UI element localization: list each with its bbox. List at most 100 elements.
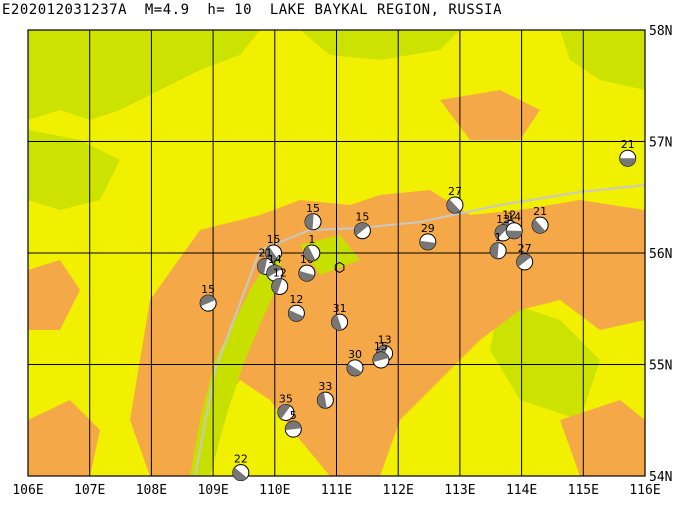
lon-tick-label: 107E: [74, 483, 105, 498]
focal-mechanism: 1: [489, 231, 507, 260]
beachball-quadrant: [331, 314, 343, 331]
event-depth-label: 33: [318, 380, 332, 393]
beachball-quadrant: [506, 230, 523, 239]
beachball-quadrant: [516, 253, 531, 267]
focal-mechanism: 33: [316, 380, 334, 409]
focal-mechanism: 14: [505, 211, 523, 240]
beachball-quadrant: [266, 265, 282, 278]
lat-tick-label: 55N: [649, 359, 672, 374]
lon-tick-label: 106E: [12, 483, 43, 498]
beachball-quadrant: [317, 392, 327, 409]
focal-mechanism: 35: [277, 392, 295, 421]
event-depth-label: 15: [306, 202, 320, 215]
event-layer: 2127151529152114101121512311315303335522…: [199, 138, 637, 482]
beachball-quadrant: [257, 258, 268, 275]
event-depth-label: 13: [378, 333, 392, 346]
beachball-quadrant: [495, 224, 509, 239]
focal-mechanism: 21: [531, 205, 549, 234]
focal-mechanism: 15: [304, 202, 322, 231]
focal-mechanism: 1: [303, 233, 321, 262]
lon-tick-label: 114E: [506, 483, 537, 498]
event-depth-label: 15: [374, 340, 388, 353]
focal-mechanism: 31: [331, 302, 349, 331]
beachball-quadrant: [265, 246, 279, 261]
lat-tick-label: 56N: [649, 247, 672, 262]
event-depth-label: 15: [201, 283, 215, 296]
focal-mechanism: 12: [287, 293, 305, 322]
beachball-quadrant: [354, 222, 369, 236]
focal-mechanism: 21: [619, 138, 637, 167]
highland-area: [28, 400, 100, 476]
lowland-area: [560, 30, 645, 90]
focal-mechanism: 27: [516, 242, 534, 271]
beachball-quadrant: [298, 270, 315, 282]
event-depth-label: 5: [290, 409, 297, 422]
lon-tick-label: 112E: [383, 483, 414, 498]
highland-area: [560, 400, 645, 476]
event-depth-label: 14: [268, 253, 282, 266]
beachball-quadrant: [347, 363, 362, 376]
lat-tick-label: 57N: [649, 136, 672, 151]
event-depth-label: 1: [308, 233, 315, 246]
lon-tick-label: 110E: [259, 483, 290, 498]
event-depth-label: 21: [621, 138, 635, 151]
lowland-area: [300, 30, 460, 60]
beachball-quadrant: [532, 219, 546, 234]
lowland-area: [28, 130, 120, 210]
event-depth-label: 12: [273, 266, 287, 279]
beachball-quadrant: [303, 245, 316, 261]
lon-tick-label: 113E: [444, 483, 475, 498]
highland-area: [440, 90, 540, 140]
lowland-area: [490, 300, 600, 420]
event-depth-label: 31: [333, 302, 347, 315]
beachball-quadrant: [277, 404, 291, 419]
map-frame: [27, 29, 646, 477]
focal-mechanism: 5: [284, 409, 302, 438]
event-depth-label: 21: [533, 205, 547, 218]
event-depth-label: 27: [448, 185, 462, 198]
event-depth-label: 30: [348, 348, 362, 361]
latitude-labels: 54N 55N 56N 57N 58N: [649, 24, 672, 485]
beachball-quadrant: [490, 242, 499, 259]
lon-tick-label: 115E: [568, 483, 599, 498]
focal-mechanism: 27: [446, 185, 464, 214]
event-depth-label: 1: [495, 231, 502, 244]
event-depth-label: 14: [507, 211, 521, 224]
beachball-quadrant: [419, 240, 436, 250]
lon-tick-label: 116E: [629, 483, 660, 498]
epicenter-marker: [334, 261, 345, 274]
hexagon-icon: [334, 261, 345, 274]
beachball-quadrant: [446, 199, 461, 214]
event-depth-label: 15: [267, 233, 281, 246]
longitude-labels: 106E 107E 108E 109E 110E 111E 112E 113E 114E 115E…: [12, 483, 660, 498]
focal-mechanism: 29: [419, 222, 437, 251]
lon-tick-label: 108E: [136, 483, 167, 498]
focal-mechanism: 22: [232, 453, 250, 482]
beachball-quadrant: [305, 213, 314, 230]
event-depth-label: 12: [289, 293, 303, 306]
event-depth-label: 27: [518, 242, 532, 255]
lat-tick-label: 58N: [649, 24, 672, 39]
event-depth-label: 15: [355, 211, 369, 224]
event-depth-label: 35: [279, 392, 293, 405]
focal-mechanism: 15: [372, 340, 390, 369]
focal-mechanism: 15: [199, 283, 217, 312]
focal-mechanism: 12: [271, 266, 289, 295]
lat-tick-label: 54N: [649, 470, 672, 485]
focal-mechanism: 30: [346, 348, 364, 377]
event-depth-label: 21: [259, 246, 273, 259]
beachball-quadrant: [285, 421, 302, 431]
beachball-quadrant: [271, 278, 283, 294]
lowland-area: [300, 235, 360, 275]
beachball-quadrant: [288, 309, 304, 322]
beachball-quadrant: [200, 295, 216, 307]
focal-mechanism: 15: [265, 233, 283, 262]
event-depth-label: 13: [496, 213, 510, 226]
beachball-quadrant: [619, 158, 636, 167]
event-depth-label: 29: [421, 222, 435, 235]
beachball-quadrant: [372, 352, 389, 363]
lowland-area: [28, 30, 260, 120]
map-title: E202012031237A M=4.9 h= 10 LAKE BAYKAL R…: [2, 2, 503, 18]
lat-lon-grid: [27, 29, 646, 477]
